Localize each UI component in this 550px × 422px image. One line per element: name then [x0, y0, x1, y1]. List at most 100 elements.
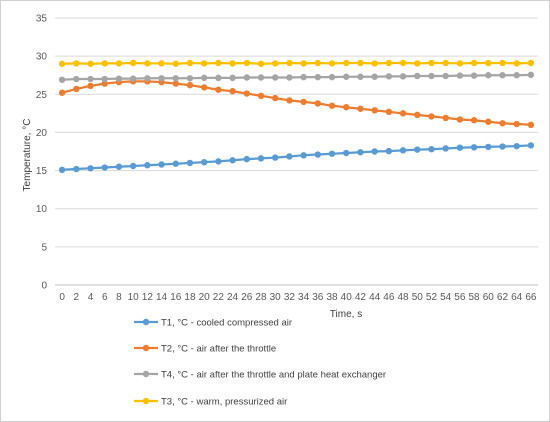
series-lines: [58, 59, 535, 174]
y-tick-label: 10: [36, 204, 48, 215]
x-tick-label: 46: [383, 292, 395, 303]
legend-label: T1, °C - cooled compressed air: [161, 318, 292, 329]
data-point: [200, 158, 208, 166]
data-point: [371, 60, 378, 67]
data-point: [271, 154, 279, 161]
data-point: [357, 149, 364, 156]
data-point: [58, 89, 66, 96]
data-point: [385, 147, 393, 155]
data-point: [527, 142, 535, 149]
data-point: [328, 73, 336, 81]
data-point: [527, 121, 535, 128]
data-point: [442, 114, 449, 122]
x-tick-label: 62: [497, 292, 509, 303]
data-point: [343, 149, 350, 157]
data-point: [101, 80, 108, 87]
y-tick-label: 5: [41, 242, 47, 253]
data-point: [257, 92, 265, 100]
data-point: [428, 113, 435, 120]
data-point: [58, 166, 66, 174]
data-point: [115, 163, 123, 170]
data-point: [257, 60, 265, 67]
data-point: [200, 60, 208, 67]
data-point: [513, 120, 520, 128]
legend-marker: [142, 344, 150, 352]
data-point: [271, 94, 279, 102]
data-point: [186, 81, 194, 89]
data-point: [499, 72, 506, 79]
data-point: [144, 162, 151, 169]
data-point: [257, 74, 265, 81]
x-tick-label: 22: [213, 292, 225, 303]
x-tick-label: 48: [397, 292, 409, 303]
data-point: [200, 74, 208, 82]
data-point: [158, 75, 165, 82]
x-tick-label: 50: [412, 292, 424, 303]
data-point: [470, 72, 478, 79]
data-point: [527, 59, 535, 67]
data-point: [243, 59, 250, 67]
data-point: [527, 71, 535, 79]
legend: T1, °C - cooled compressed air T2, °C - a…: [134, 318, 386, 408]
legend-entry: T4, °C - air after the throttle and plat…: [134, 370, 386, 381]
data-point: [73, 165, 80, 173]
data-point: [186, 59, 194, 67]
y-tick-label: 15: [36, 166, 48, 177]
data-point: [215, 86, 222, 93]
data-point: [286, 59, 293, 67]
x-tick-label: 26: [241, 292, 253, 303]
data-point: [129, 59, 137, 67]
x-tick-label: 56: [454, 292, 466, 303]
legend-label: T4, °C - air after the throttle and plat…: [161, 370, 386, 381]
series-line: [60, 61, 533, 65]
data-point: [286, 153, 293, 160]
data-point: [371, 107, 378, 114]
data-point: [357, 73, 364, 80]
data-point: [499, 59, 506, 67]
data-point: [73, 85, 80, 93]
x-tick-label: 66: [525, 292, 537, 303]
data-point: [456, 60, 464, 67]
data-point: [499, 120, 506, 127]
data-point: [243, 155, 250, 163]
data-point: [456, 72, 464, 79]
data-point: [286, 97, 293, 104]
data-point: [286, 74, 293, 81]
x-tick-label: 24: [227, 292, 239, 303]
y-axis-tick-labels: 0 5 10 15 20 25 30 35: [36, 14, 48, 292]
data-point: [129, 162, 137, 170]
legend-entry: T3, °C - warm, pressurized air: [134, 397, 287, 408]
data-point: [144, 60, 151, 67]
x-tick-label: 4: [88, 292, 94, 303]
x-tick-label: 8: [116, 292, 122, 303]
data-point: [58, 76, 66, 83]
x-tick-label: 2: [74, 292, 80, 303]
series-line: [60, 73, 533, 81]
data-point: [343, 73, 350, 80]
y-tick-label: 25: [36, 90, 48, 101]
x-tick-label: 0: [59, 292, 65, 303]
x-tick-label: 44: [369, 292, 381, 303]
series-line: [60, 144, 533, 171]
y-tick-label: 0: [41, 281, 47, 292]
data-point: [371, 73, 378, 80]
data-point: [300, 60, 307, 67]
data-point: [58, 60, 66, 67]
data-point: [186, 159, 194, 167]
x-tick-label: 12: [142, 292, 154, 303]
data-point: [87, 165, 94, 172]
y-tick-label: 35: [36, 14, 48, 25]
data-point: [371, 148, 378, 155]
data-point: [428, 146, 435, 153]
data-point: [271, 60, 279, 67]
data-point: [385, 73, 393, 80]
data-point: [215, 158, 222, 165]
data-point: [243, 90, 250, 97]
data-point: [200, 84, 208, 91]
data-point: [470, 117, 478, 124]
data-point: [399, 110, 407, 117]
x-tick-label: 64: [511, 292, 523, 303]
data-point: [229, 60, 236, 67]
